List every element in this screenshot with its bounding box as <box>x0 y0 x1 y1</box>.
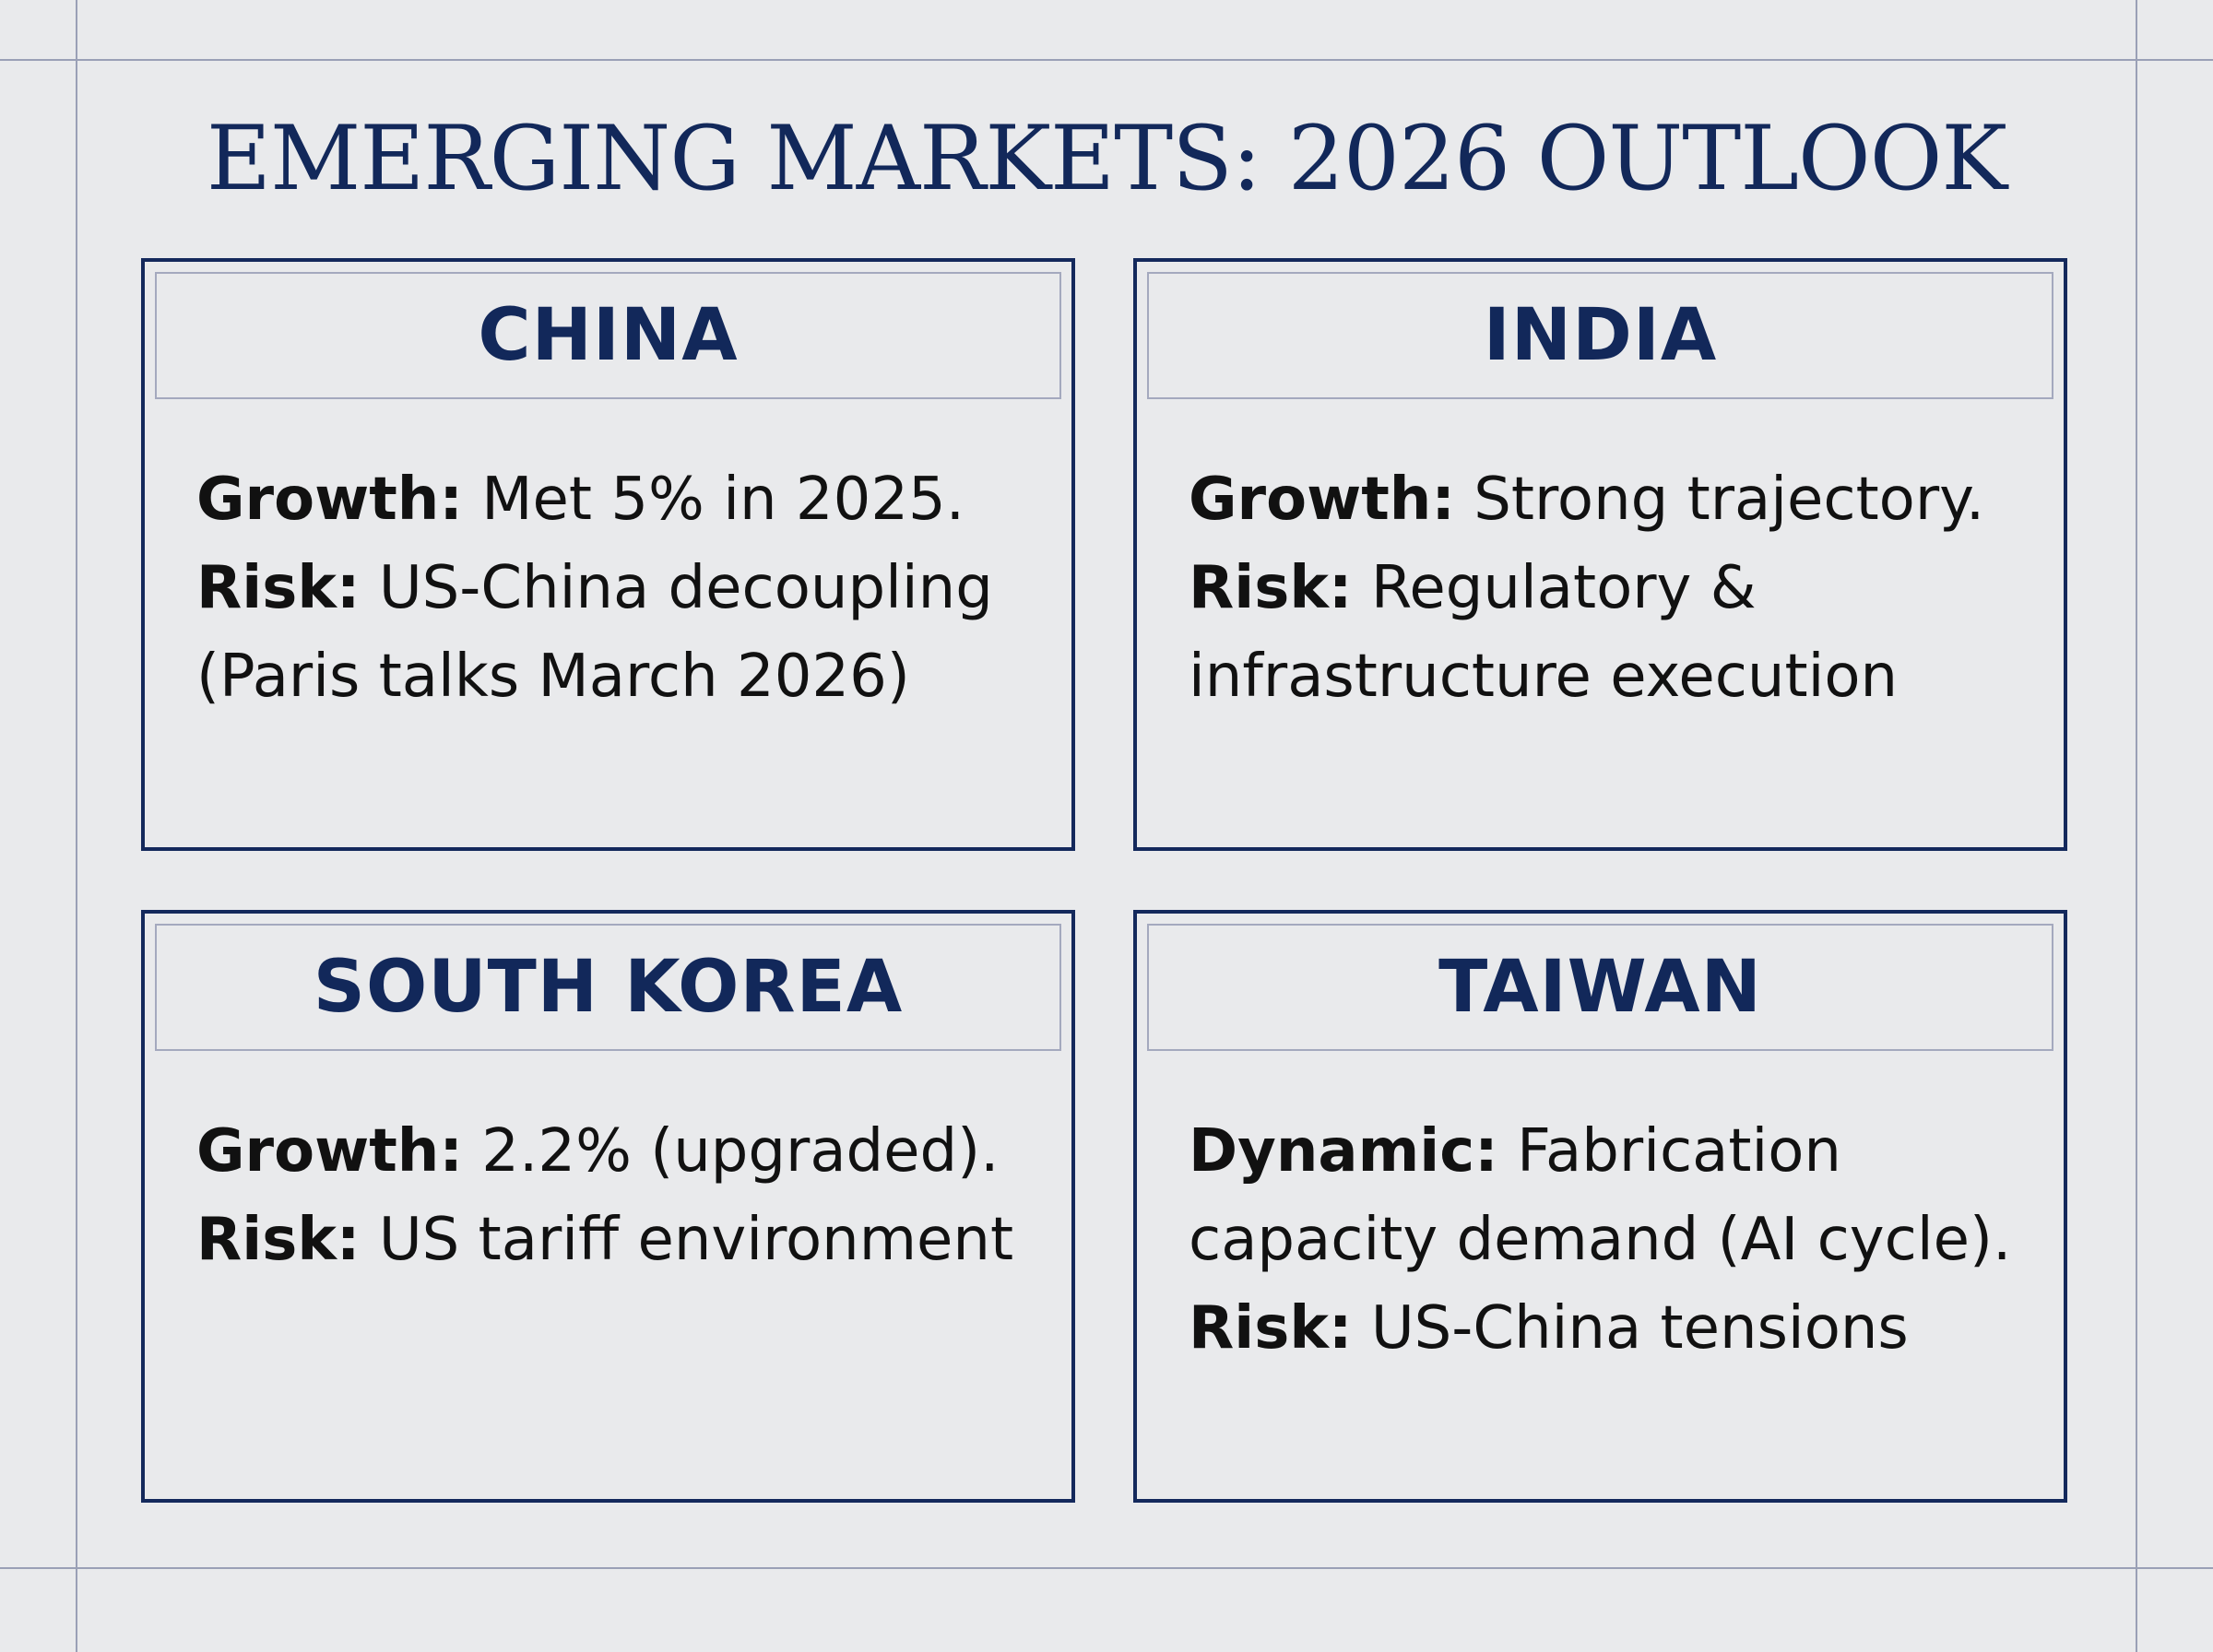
line-text: 2.2% (upgraded). <box>462 1117 1000 1186</box>
line-label: Growth: <box>1189 466 1455 534</box>
line-text: US-China decoupling <box>360 554 993 622</box>
line-label: Risk: <box>196 554 361 622</box>
card-taiwan: TAIWAN Dynamic: Fabrication capacity dem… <box>1133 910 2067 1503</box>
card-body: Growth: 2.2% (upgraded). Risk: US tariff… <box>196 1107 1053 1284</box>
card-title: INDIA <box>1483 294 1718 377</box>
card-title: SOUTH KOREA <box>313 946 904 1029</box>
line-text: infrastructure execution <box>1189 643 1899 711</box>
line-text: US-China tensions <box>1352 1294 1909 1363</box>
guide-line-bottom <box>0 1567 2213 1569</box>
line-text: Fabrication <box>1497 1117 1841 1186</box>
card-title: TAIWAN <box>1438 946 1762 1029</box>
card-header: SOUTH KOREA <box>155 924 1061 1051</box>
card-india: INDIA Growth: Strong trajectory. Risk: R… <box>1133 258 2067 851</box>
line-label: Risk: <box>1189 554 1353 622</box>
card-south-korea: SOUTH KOREA Growth: 2.2% (upgraded). Ris… <box>141 910 1075 1503</box>
card-body: Growth: Met 5% in 2025. Risk: US-China d… <box>196 455 1053 721</box>
line-text: Regulatory & <box>1352 554 1757 622</box>
card-line: capacity demand (AI cycle). <box>1189 1196 2045 1284</box>
card-line: Growth: Met 5% in 2025. <box>196 455 1053 544</box>
line-text: US tariff environment <box>360 1206 1014 1274</box>
line-text: (Paris talks March 2026) <box>196 643 910 711</box>
card-line: Risk: US tariff environment <box>196 1196 1053 1284</box>
guide-line-right <box>2136 0 2137 1652</box>
line-label: Risk: <box>196 1206 361 1274</box>
card-line: Risk: US-China decoupling <box>196 544 1053 632</box>
card-line: infrastructure execution <box>1189 632 2045 721</box>
card-body: Growth: Strong trajectory. Risk: Regulat… <box>1189 455 2045 721</box>
card-header: TAIWAN <box>1147 924 2053 1051</box>
card-line: Growth: 2.2% (upgraded). <box>196 1107 1053 1196</box>
line-label: Dynamic: <box>1189 1117 1498 1186</box>
card-body: Dynamic: Fabrication capacity demand (AI… <box>1189 1107 2045 1373</box>
line-label: Risk: <box>1189 1294 1353 1363</box>
card-header: INDIA <box>1147 272 2053 399</box>
card-line: (Paris talks March 2026) <box>196 632 1053 721</box>
card-header: CHINA <box>155 272 1061 399</box>
card-title: CHINA <box>478 294 739 377</box>
line-label: Growth: <box>196 466 463 534</box>
line-text: capacity demand (AI cycle). <box>1189 1206 2012 1274</box>
card-line: Dynamic: Fabrication <box>1189 1107 2045 1196</box>
card-line: Growth: Strong trajectory. <box>1189 455 2045 544</box>
card-line: Risk: Regulatory & <box>1189 544 2045 632</box>
line-text: Strong trajectory. <box>1454 466 1985 534</box>
line-label: Growth: <box>196 1117 463 1186</box>
card-line: Risk: US-China tensions <box>1189 1284 2045 1373</box>
page-title: EMERGING MARKETS: 2026 OUTLOOK <box>206 107 2007 210</box>
card-china: CHINA Growth: Met 5% in 2025. Risk: US-C… <box>141 258 1075 851</box>
guide-line-top <box>0 59 2213 61</box>
line-text: Met 5% in 2025. <box>462 466 965 534</box>
guide-line-left <box>76 0 77 1652</box>
